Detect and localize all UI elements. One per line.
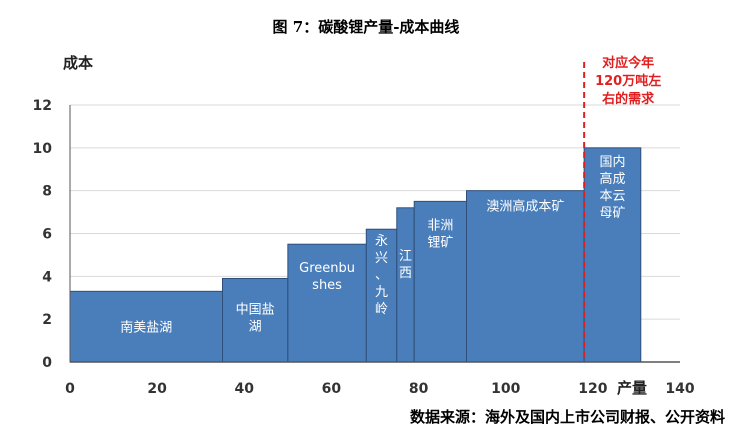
source-note: 数据来源：海外及国内上市公司财报、公开资料 bbox=[410, 408, 725, 426]
demand-label: 120万吨左 bbox=[595, 73, 661, 89]
y-tick-label: 10 bbox=[33, 141, 53, 157]
bar-6 bbox=[413, 200, 468, 363]
x-tick-label: 80 bbox=[409, 381, 429, 397]
chart-title: 图 7：碳酸锂产量-成本曲线 bbox=[273, 18, 460, 36]
bar-4 bbox=[365, 228, 398, 363]
bar-label: 江 bbox=[399, 249, 412, 264]
x-tick-label: 40 bbox=[235, 381, 255, 397]
bar-label: 兴 bbox=[375, 251, 388, 266]
x-axis-label: 产量 bbox=[617, 379, 647, 397]
bar-label: 中国盐 bbox=[236, 303, 275, 318]
bar-5 bbox=[396, 207, 415, 363]
bar-label: 九 bbox=[375, 285, 388, 300]
bar-label: 高成 bbox=[599, 171, 625, 187]
bar-label: 西 bbox=[399, 266, 412, 281]
bar-7 bbox=[466, 190, 585, 363]
bar-label: Greenbu bbox=[299, 261, 355, 276]
y-axis-label: 成本 bbox=[63, 54, 93, 72]
demand-label: 对应今年 bbox=[602, 55, 654, 71]
y-tick-label: 2 bbox=[42, 312, 52, 328]
bar-8 bbox=[583, 147, 642, 363]
x-tick-label: 0 bbox=[65, 381, 75, 397]
y-tick-label: 0 bbox=[42, 355, 52, 371]
x-tick-label: 120 bbox=[578, 381, 607, 397]
x-tick-label: 60 bbox=[322, 381, 342, 397]
x-tick-label: 140 bbox=[665, 381, 694, 397]
bar-label: 本云 bbox=[599, 189, 625, 204]
bar-label: 南美盐湖 bbox=[120, 320, 172, 336]
y-tick-label: 12 bbox=[33, 98, 52, 114]
bar-label: 非洲 bbox=[427, 218, 453, 233]
x-tick-label: 100 bbox=[491, 381, 520, 397]
bar-label: 澳洲高成本矿 bbox=[486, 199, 564, 215]
bar-label: 永 bbox=[375, 234, 388, 249]
x-tick-label: 20 bbox=[147, 381, 167, 397]
bar-label: shes bbox=[312, 278, 342, 293]
demand-label: 右的需求 bbox=[601, 91, 655, 107]
bar-label: 国内 bbox=[599, 154, 625, 170]
bar-label: 岭 bbox=[375, 302, 388, 317]
y-tick-label: 6 bbox=[42, 227, 52, 243]
bar-label: 、 bbox=[375, 268, 388, 283]
y-tick-label: 8 bbox=[42, 184, 52, 200]
bar-label: 湖 bbox=[249, 320, 262, 335]
bar-label: 母矿 bbox=[599, 206, 625, 221]
bar-label: 锂矿 bbox=[427, 235, 453, 250]
y-tick-label: 4 bbox=[42, 269, 52, 285]
